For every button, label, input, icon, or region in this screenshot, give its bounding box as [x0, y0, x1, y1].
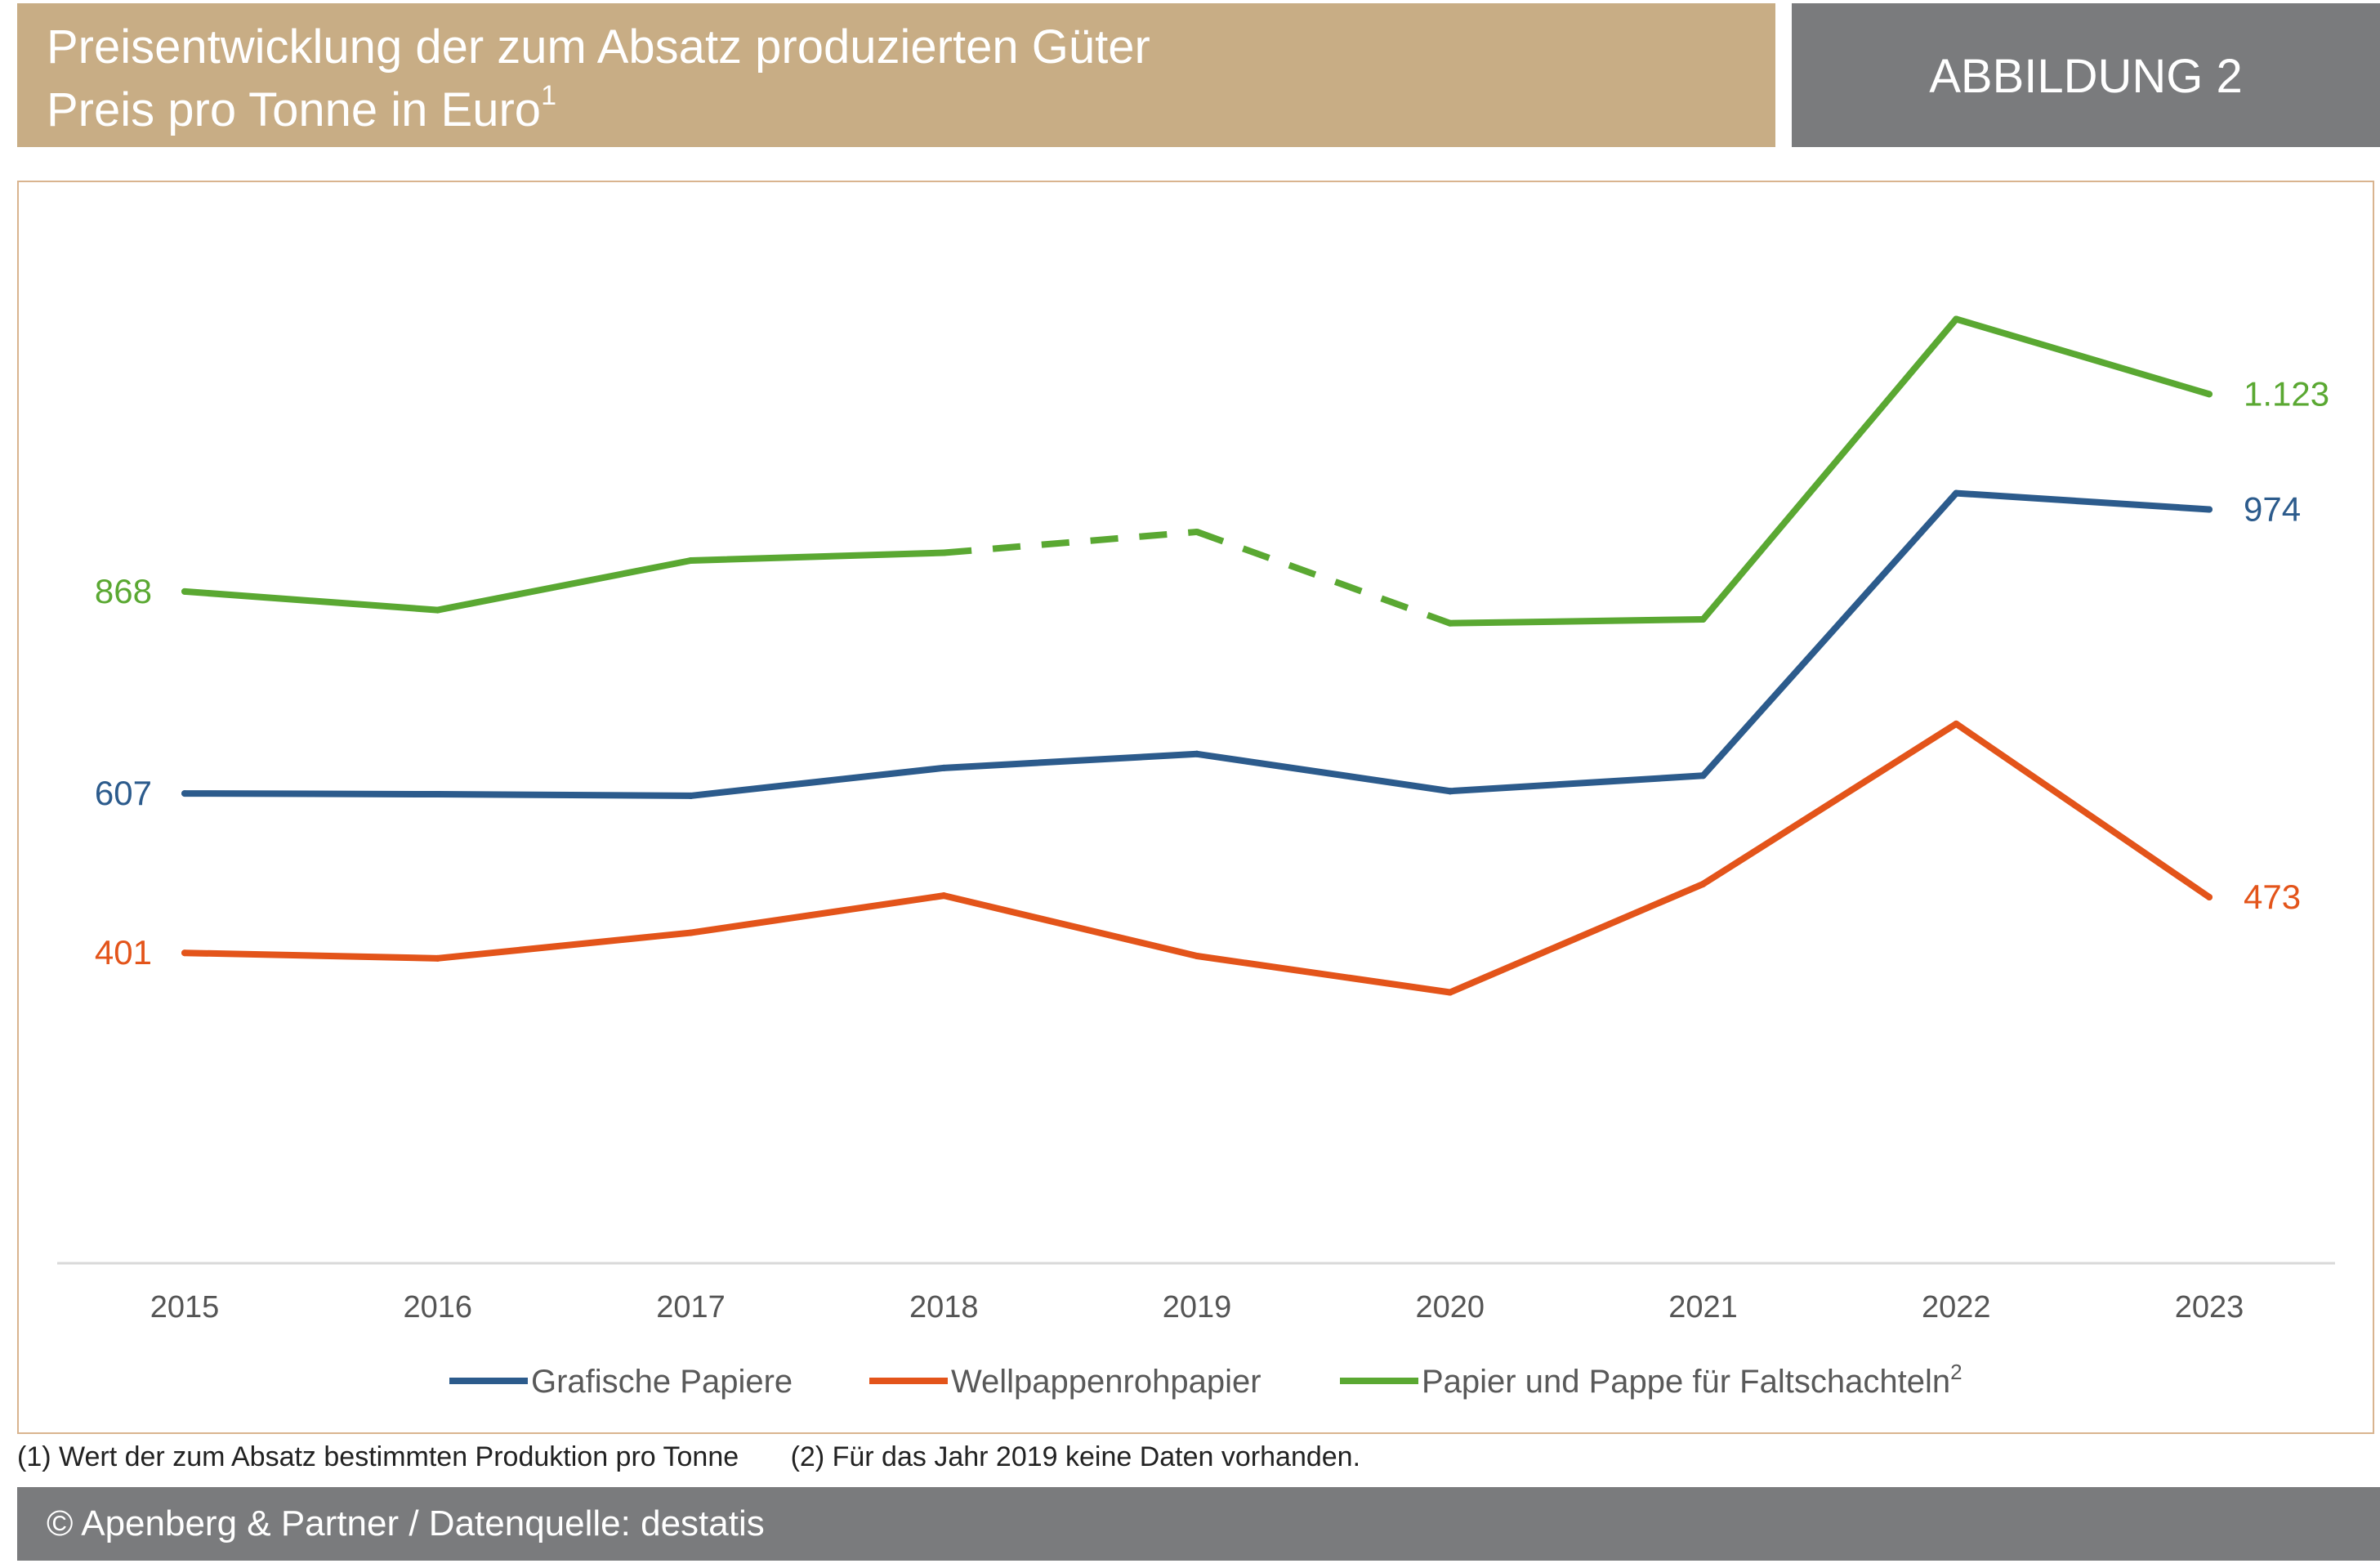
legend-label-3: Papier und Pappe für Faltschachteln2: [1422, 1360, 1962, 1400]
series-2-segment-2020-2021: [1446, 880, 1707, 996]
series-1-segment-2020-2021: [1446, 772, 1707, 795]
series-2-point-2022: [1953, 720, 1960, 727]
x-tick-label-2021: 2021: [1668, 1290, 1738, 1325]
series-3-segment-2017-2018: [687, 549, 948, 564]
footnote-2: (2) Für das Jahr 2019 keine Daten vorhan…: [790, 1441, 1361, 1472]
series-3-segment-2022-2023: [1953, 315, 2213, 398]
series-1-segment-2015-2016: [181, 790, 441, 798]
series-1-point-2019: [1194, 750, 1200, 757]
series-1-start-label: 607: [95, 774, 152, 812]
series-1-end-label: 974: [2244, 489, 2301, 528]
series-3-point-2017: [687, 556, 694, 564]
chart-title: Preisentwicklung der zum Absatz produzie…: [47, 20, 1150, 74]
series-2-segment-2019-2020: [1194, 952, 1453, 996]
series-2-point-2015: [181, 949, 188, 957]
series-3-segment-2021-2022: [1699, 315, 1960, 623]
legend-label-1: Grafische Papiere: [531, 1364, 793, 1400]
series-1-segment-2016-2017: [434, 791, 694, 799]
series-3-point-2018: [940, 549, 948, 556]
line-chart: 2015 2016 2017 2018 2019 2020 2021 2022 2023 607 9…: [57, 315, 2335, 1400]
series-3-start-label: 868: [95, 572, 152, 610]
series-3-point-2016: [434, 606, 441, 614]
series-3-point-2015: [181, 587, 188, 595]
series-2-segment-2018-2019: [940, 892, 1200, 959]
series-1-point-2015: [181, 790, 188, 797]
series-3-point-2019: [1194, 528, 1200, 535]
series-3-segment-2015-2016: [181, 587, 441, 614]
series-2-point-2023: [2206, 894, 2213, 901]
series-1-point-2022: [1953, 489, 1960, 497]
chart-subtitle: Preis pro Tonne in Euro1: [47, 80, 556, 137]
series-1-segment-2018-2019: [940, 750, 1200, 771]
title-banner: Preisentwicklung der zum Absatz produzie…: [17, 3, 1775, 147]
x-tick-label-2020: 2020: [1415, 1290, 1485, 1325]
footer-bar: © Apenberg & Partner / Datenquelle: dest…: [17, 1487, 2380, 1561]
series-3-segment-2020-2021: [1446, 615, 1707, 627]
legend-label-2: Wellpappenrohpapier: [951, 1364, 1261, 1400]
series-3-point-2020: [1446, 619, 1453, 627]
x-tick-label-2017: 2017: [656, 1290, 726, 1325]
series-3-point-2022: [1953, 315, 1960, 323]
series-1-segment-2021-2022: [1699, 489, 1960, 780]
series-2-segment-2017-2018: [687, 892, 948, 936]
x-tick-label-2018: 2018: [909, 1290, 979, 1325]
x-tick-label-2023: 2023: [2175, 1290, 2244, 1325]
series-1-segment-2019-2020: [1194, 750, 1453, 795]
series-2-segment-2022-2023: [1953, 720, 2213, 901]
series-2-point-2020: [1446, 989, 1453, 996]
series-1-point-2016: [434, 791, 441, 798]
subtitle-text: Preis pro Tonne in Euro: [47, 83, 542, 136]
series-1-point-2018: [940, 764, 948, 771]
series-2-start-label: 401: [95, 933, 152, 972]
series-3-segment-2018-2019: [943, 528, 1198, 556]
series-3-segment-2016-2017: [434, 556, 694, 614]
series-1-point-2017: [687, 792, 694, 799]
series-2-point-2017: [687, 929, 694, 936]
series-1-point-2023: [2206, 506, 2213, 513]
series-2-end-label: 473: [2244, 878, 2301, 916]
series-2-point-2016: [434, 954, 441, 962]
series-3-point-2023: [2206, 391, 2213, 398]
x-tick-label-2015: 2015: [150, 1290, 220, 1325]
series-1-segment-2017-2018: [687, 764, 948, 799]
series-3-segment-2019-2020: [1195, 529, 1452, 627]
series-1-point-2021: [1699, 772, 1707, 780]
source-credit: © Apenberg & Partner / Datenquelle: dest…: [47, 1503, 765, 1543]
figure-label: ABBILDUNG 2: [1929, 50, 2243, 103]
series-2-point-2019: [1194, 952, 1200, 959]
series-3-end-label: 1.123: [2244, 374, 2329, 413]
footnote-1: (1) Wert der zum Absatz bestimmten Produ…: [17, 1441, 739, 1472]
figure-label-box: ABBILDUNG 2: [1792, 3, 2380, 147]
series-1-segment-2022-2023: [1953, 489, 2213, 513]
series-2-point-2021: [1699, 880, 1707, 887]
series-2-point-2018: [940, 892, 948, 900]
series-2-segment-2015-2016: [181, 949, 441, 962]
chart-frame: [17, 181, 2374, 1434]
series-3-point-2021: [1699, 615, 1707, 623]
legend-footnote-marker-3: 2: [1950, 1360, 1962, 1384]
series-2-segment-2016-2017: [434, 929, 694, 962]
series-2-segment-2021-2022: [1699, 720, 1960, 887]
subtitle-footnote-marker: 1: [541, 80, 556, 111]
series-1-point-2020: [1446, 788, 1453, 795]
x-tick-label-2016: 2016: [403, 1290, 472, 1325]
footnotes: (1) Wert der zum Absatz bestimmten Produ…: [17, 1441, 1404, 1482]
x-tick-label-2022: 2022: [1922, 1290, 1991, 1325]
x-tick-label-2019: 2019: [1163, 1290, 1232, 1325]
